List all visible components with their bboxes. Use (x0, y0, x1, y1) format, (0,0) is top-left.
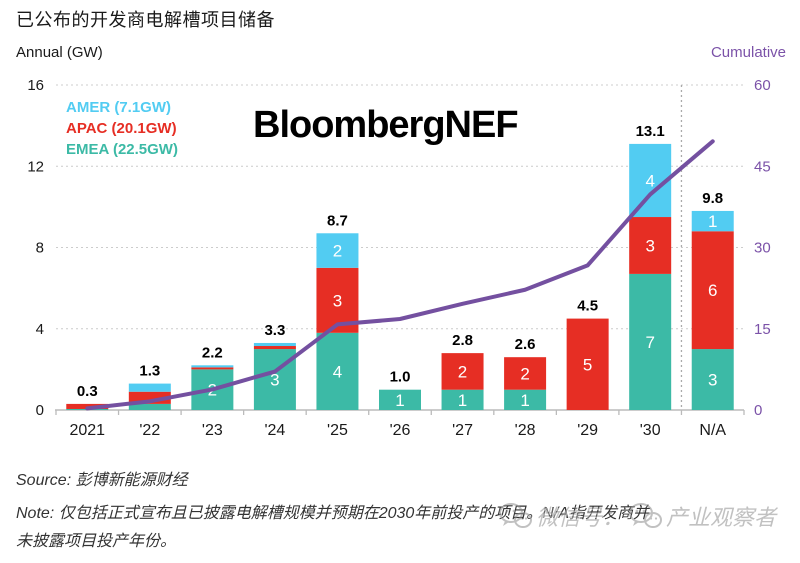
svg-text:2.8: 2.8 (452, 332, 473, 349)
svg-text:'27: '27 (452, 422, 473, 439)
svg-text:0: 0 (754, 402, 762, 419)
svg-text:2: 2 (458, 362, 467, 381)
legend-item-emea: EMEA (22.5GW) (66, 141, 178, 158)
right-axis-title: Cumulative (710, 44, 786, 61)
svg-text:1: 1 (708, 212, 717, 231)
svg-text:13.1: 13.1 (636, 123, 665, 140)
note-line2: 未披露项目投产年份。 (16, 533, 177, 550)
svg-text:12: 12 (27, 158, 44, 175)
svg-text:'22: '22 (139, 422, 160, 439)
legend-item-amer: AMER (7.1GW) (66, 99, 171, 116)
overlay-watermark-name: 产业观察者 (666, 505, 777, 530)
svg-text:2.2: 2.2 (202, 344, 223, 361)
svg-text:60: 60 (754, 77, 771, 94)
brand-watermark: BloombergNEF (253, 104, 519, 146)
chart-legend: AMER (7.1GW) APAC (20.1GW) EMEA (22.5GW) (66, 97, 178, 160)
chart-canvas: 0.3 2021 1.3 '22 2 2.2 '23 3 3.3 '24 4 3 2 8.7 '25 1 1.0… (27, 77, 771, 439)
svg-text:15: 15 (754, 321, 771, 338)
svg-text:0.3: 0.3 (77, 383, 98, 400)
left-axis-title: Annual (GW) (16, 44, 103, 61)
svg-text:'23: '23 (202, 422, 223, 439)
page-title: 已公布的开发商电解槽项目储备 (16, 10, 275, 30)
svg-text:2: 2 (520, 364, 529, 383)
svg-text:8: 8 (36, 240, 44, 257)
svg-text:30: 30 (754, 240, 771, 257)
svg-text:'25: '25 (327, 422, 348, 439)
svg-text:7: 7 (645, 333, 654, 352)
svg-text:1: 1 (395, 391, 404, 410)
svg-text:3: 3 (270, 371, 279, 390)
svg-text:4: 4 (36, 321, 44, 338)
svg-text:45: 45 (754, 158, 771, 175)
svg-text:4: 4 (645, 171, 654, 190)
legend-item-apac: APAC (20.1GW) (66, 120, 177, 137)
svg-text:9.8: 9.8 (702, 190, 723, 207)
svg-text:'24: '24 (264, 422, 285, 439)
svg-text:0: 0 (36, 402, 44, 419)
overlay-watermark-prefix: 微信号： (536, 505, 625, 530)
svg-text:'30: '30 (640, 422, 661, 439)
svg-text:'26: '26 (390, 422, 411, 439)
note-line1: Note: 仅包括正式宣布且已披露电解槽规模并预期在2030年前投产的项目。N/… (16, 505, 649, 522)
svg-text:1: 1 (520, 391, 529, 410)
svg-text:1: 1 (458, 391, 467, 410)
svg-text:2021: 2021 (69, 422, 105, 439)
svg-text:4.5: 4.5 (577, 298, 598, 315)
svg-text:1.0: 1.0 (390, 369, 411, 386)
wechat-icon (629, 503, 663, 528)
overlay-watermark: 微信号： 产业观察者 (498, 500, 776, 532)
svg-text:1.3: 1.3 (139, 363, 160, 380)
svg-text:16: 16 (27, 77, 44, 94)
svg-text:3.3: 3.3 (264, 322, 285, 339)
svg-text:6: 6 (708, 281, 717, 300)
svg-text:8.7: 8.7 (327, 212, 348, 229)
svg-text:4: 4 (333, 362, 342, 381)
svg-text:2: 2 (333, 242, 342, 261)
svg-text:'28: '28 (515, 422, 536, 439)
svg-text:3: 3 (708, 371, 717, 390)
note-text: Note: 仅包括正式宣布且已披露电解槽规模并预期在2030年前投产的项目。N/… (16, 500, 796, 556)
svg-text:3: 3 (333, 291, 342, 310)
svg-text:2.6: 2.6 (515, 336, 536, 353)
wechat-icon (499, 503, 532, 528)
svg-text:'29: '29 (577, 422, 598, 439)
svg-text:N/A: N/A (699, 422, 726, 439)
svg-text:3: 3 (645, 236, 654, 255)
source-text: Source: 彭博新能源财经 (16, 472, 188, 489)
svg-text:5: 5 (583, 355, 592, 374)
